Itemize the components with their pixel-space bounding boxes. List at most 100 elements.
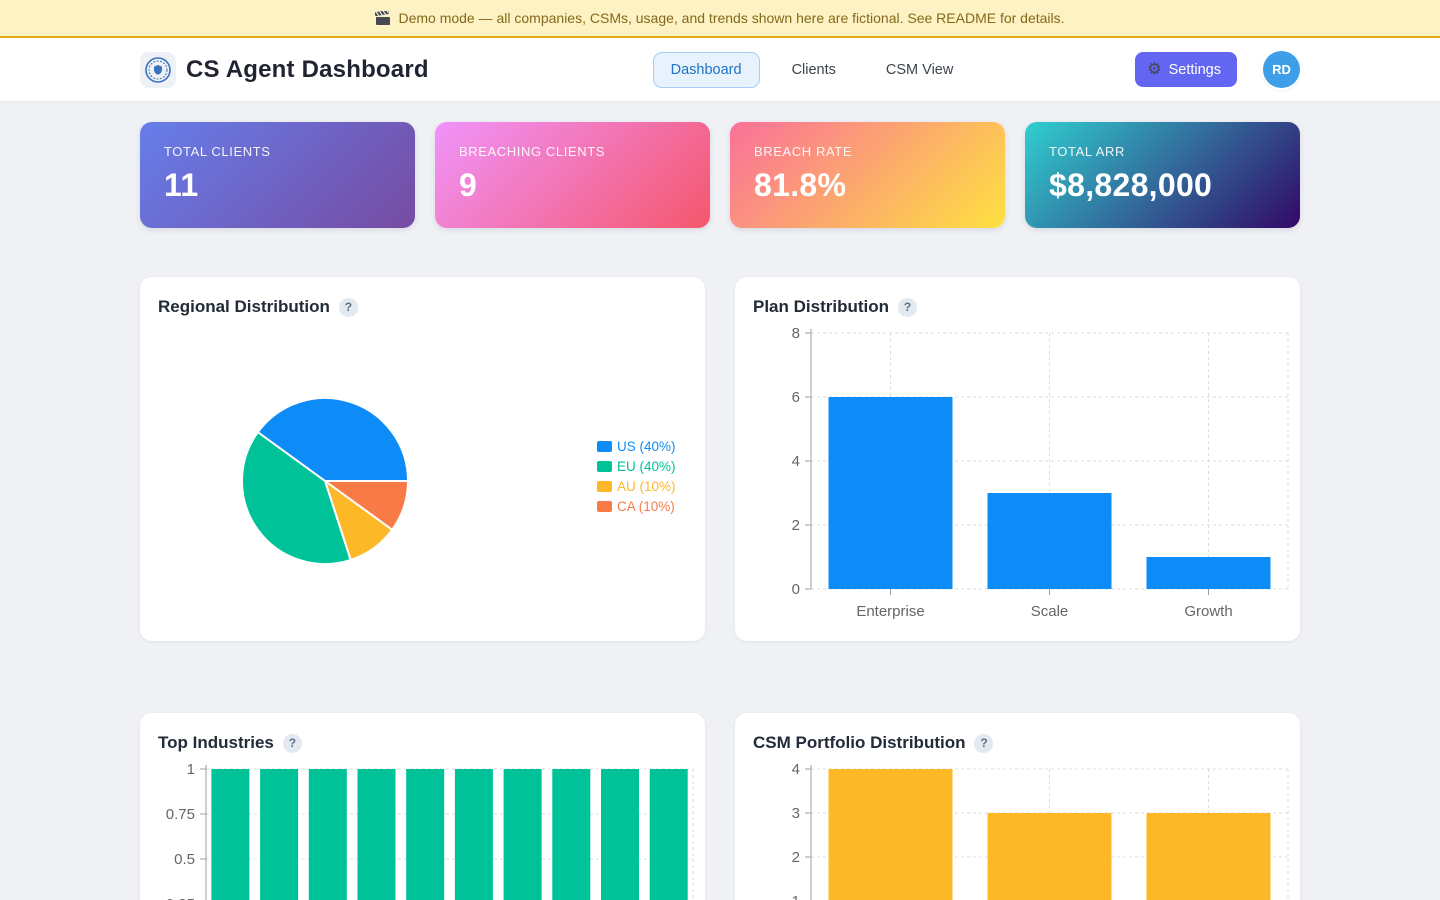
card-head: Regional Distribution ? bbox=[156, 293, 689, 319]
y-tick-label: 2 bbox=[792, 517, 800, 534]
bar bbox=[503, 769, 542, 900]
bar-chart-svg: 01234 bbox=[792, 761, 1289, 900]
legend-swatch bbox=[597, 441, 612, 452]
help-icon[interactable]: ? bbox=[338, 297, 358, 317]
stat-card-breaching-clients: BREACHING CLIENTS 9 bbox=[435, 122, 710, 228]
top-industries-card: Top Industries ? 00.250.50.751 bbox=[140, 713, 705, 900]
bar bbox=[260, 769, 299, 900]
bar bbox=[828, 397, 953, 589]
y-tick-label: 2 bbox=[792, 849, 800, 866]
plan-distribution-chart: 0 2 4 6 8 Enterprise Scale Growth bbox=[751, 323, 1289, 625]
tab-csm-view[interactable]: CSM View bbox=[885, 61, 954, 78]
page-title: CS Agent Dashboard bbox=[186, 55, 429, 83]
bar-chart-svg: 00.250.50.751 bbox=[166, 761, 694, 900]
chart-title: Top Industries bbox=[158, 733, 274, 752]
help-icon[interactable]: ? bbox=[974, 733, 994, 753]
stat-label: TOTAL CLIENTS bbox=[164, 144, 271, 159]
y-tick-label: 1 bbox=[792, 893, 800, 900]
stat-card-total-clients: TOTAL CLIENTS 11 bbox=[140, 122, 415, 228]
stat-label: BREACH RATE bbox=[754, 144, 853, 159]
chart-title: Regional Distribution bbox=[158, 297, 330, 316]
user-avatar[interactable]: RD bbox=[1262, 51, 1300, 88]
stat-value: 11 bbox=[164, 167, 199, 203]
x-tick-label: Scale bbox=[1031, 603, 1069, 620]
y-tick-label: 0 bbox=[792, 581, 800, 598]
stat-value: 81.8% bbox=[754, 167, 847, 203]
header-right: ⚙ Settings RD bbox=[1135, 51, 1300, 88]
top-industries-chart: 00.250.50.751 bbox=[156, 759, 694, 900]
plan-distribution-card: Plan Distribution ? 0 2 4 6 8 Enterprise Scale… bbox=[735, 277, 1300, 641]
bar bbox=[601, 769, 639, 900]
x-tick-label: Growth bbox=[1184, 603, 1232, 620]
legend-item: CA (10%) bbox=[597, 499, 676, 514]
pie-chart-svg bbox=[240, 397, 410, 565]
app-header: CS Agent Dashboard Dashboard Clients CSM… bbox=[0, 38, 1440, 102]
legend-label: US (40%) bbox=[617, 439, 676, 454]
brand: CS Agent Dashboard bbox=[140, 51, 429, 88]
legend-label: CA (10%) bbox=[617, 499, 675, 514]
charts-grid: Regional Distribution ? US (40%) EU (40%)… bbox=[140, 277, 1300, 900]
card-head: Plan Distribution ? bbox=[751, 293, 1284, 319]
bar bbox=[828, 769, 953, 900]
main-content: TOTAL CLIENTS 11 BREACHING CLIENTS 9 BRE… bbox=[140, 122, 1300, 900]
y-tick-label: 4 bbox=[792, 761, 800, 778]
app-logo bbox=[140, 51, 176, 88]
csm-portfolio-card: CSM Portfolio Distribution ? 01234 bbox=[735, 713, 1300, 900]
legend-swatch bbox=[597, 501, 612, 512]
y-tick-label: 0.75 bbox=[166, 806, 195, 823]
demo-mode-banner: Demo mode — all companies, CSMs, usage, … bbox=[0, 0, 1440, 38]
stat-card-breach-rate: BREACH RATE 81.8% bbox=[730, 122, 1005, 228]
legend-swatch bbox=[597, 461, 612, 472]
y-tick-label: 4 bbox=[792, 453, 800, 470]
stat-card-total-arr: TOTAL ARR $8,828,000 bbox=[1025, 122, 1300, 228]
seal-badge-icon bbox=[145, 56, 171, 83]
y-tick-label: 0.5 bbox=[174, 851, 195, 868]
csm-portfolio-chart: 01234 bbox=[751, 759, 1289, 900]
legend-item: EU (40%) bbox=[597, 459, 676, 474]
regional-distribution-chart: US (40%) EU (40%) AU (10%) CA (10%) bbox=[156, 323, 689, 625]
y-tick-label: 8 bbox=[792, 325, 800, 342]
y-tick-label: 0.25 bbox=[166, 896, 195, 900]
bar bbox=[1146, 813, 1271, 900]
chart-title: CSM Portfolio Distribution bbox=[753, 733, 966, 752]
regional-distribution-card: Regional Distribution ? US (40%) EU (40%)… bbox=[140, 277, 705, 641]
settings-label: Settings bbox=[1168, 61, 1221, 78]
help-icon[interactable]: ? bbox=[282, 733, 302, 753]
settings-button[interactable]: ⚙ Settings bbox=[1135, 52, 1237, 87]
bar bbox=[649, 769, 688, 900]
bar bbox=[1146, 557, 1271, 589]
y-tick-label: 1 bbox=[187, 761, 195, 778]
x-tick-label: Enterprise bbox=[856, 603, 924, 620]
bar-chart-svg: 0 2 4 6 8 Enterprise Scale Growth bbox=[792, 325, 1289, 620]
y-tick-label: 6 bbox=[792, 389, 800, 406]
bar bbox=[552, 769, 591, 900]
stats-row: TOTAL CLIENTS 11 BREACHING CLIENTS 9 BRE… bbox=[140, 122, 1300, 228]
stat-label: TOTAL ARR bbox=[1049, 144, 1125, 159]
gear-icon: ⚙ bbox=[1147, 60, 1162, 78]
legend-item: US (40%) bbox=[597, 439, 676, 454]
pie-chart bbox=[240, 396, 410, 571]
bar bbox=[987, 813, 1112, 900]
stat-label: BREACHING CLIENTS bbox=[459, 144, 606, 159]
clapperboard-icon bbox=[375, 10, 391, 25]
help-icon[interactable]: ? bbox=[898, 297, 917, 317]
legend-label: AU (10%) bbox=[617, 479, 676, 494]
bar bbox=[357, 769, 396, 900]
stat-value: 9 bbox=[459, 167, 478, 203]
card-head: CSM Portfolio Distribution ? bbox=[751, 729, 1284, 755]
bar bbox=[211, 769, 250, 900]
bar bbox=[308, 769, 347, 900]
card-head: Top Industries ? bbox=[156, 729, 689, 755]
banner-text: Demo mode — all companies, CSMs, usage, … bbox=[398, 10, 1065, 26]
tab-dashboard[interactable]: Dashboard bbox=[652, 51, 760, 88]
chart-title: Plan Distribution bbox=[753, 297, 889, 316]
legend-swatch bbox=[597, 481, 612, 492]
y-tick-label: 3 bbox=[792, 805, 800, 822]
legend-label: EU (40%) bbox=[617, 459, 676, 474]
legend-item: AU (10%) bbox=[597, 479, 676, 494]
pie-legend: US (40%) EU (40%) AU (10%) CA (10%) bbox=[597, 439, 676, 514]
bar bbox=[987, 493, 1112, 589]
stat-value: $8,828,000 bbox=[1049, 167, 1213, 203]
bar bbox=[406, 769, 445, 900]
tab-clients[interactable]: Clients bbox=[791, 61, 836, 78]
